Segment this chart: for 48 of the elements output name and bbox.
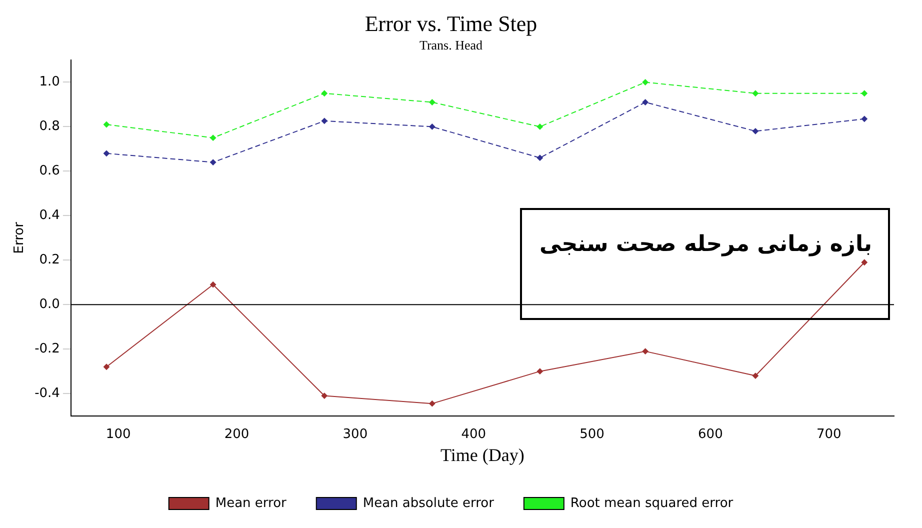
y-tick-label: -0.4	[34, 386, 60, 401]
point	[752, 128, 758, 134]
x-tick-label: 400	[461, 426, 486, 442]
x-tick-label: 200	[224, 426, 250, 442]
point	[429, 124, 436, 130]
point	[536, 154, 543, 161]
point	[642, 348, 648, 354]
y-tick-label: -0.2	[34, 341, 60, 356]
legend-label: Mean absolute error	[362, 496, 495, 511]
y-tick-label: 0.4	[39, 208, 60, 224]
point	[752, 372, 758, 379]
x-tick-label: 600	[698, 426, 723, 442]
point	[642, 79, 648, 86]
point	[321, 392, 328, 399]
point	[429, 400, 436, 407]
point	[103, 121, 110, 128]
point	[103, 150, 110, 156]
y-tick-label: 0.2	[39, 252, 60, 268]
annotation: بازه زمانی مرحله صحت سنجی	[540, 232, 872, 257]
point	[861, 90, 868, 96]
point	[321, 118, 328, 124]
point	[429, 99, 436, 106]
point	[861, 259, 868, 266]
x-tick-label: 700	[816, 426, 842, 442]
x-tick-label: 300	[342, 426, 368, 442]
point	[210, 159, 216, 166]
x-tick-label: 100	[106, 426, 131, 442]
y-axis-title: Error	[12, 221, 28, 254]
legend-label: Root mean squared error	[570, 496, 734, 511]
chart-title: Error vs. Time Step	[364, 10, 538, 36]
point	[210, 134, 216, 141]
point	[642, 99, 648, 106]
y-tick-label: 0.8	[39, 119, 60, 134]
y-tick-label: 1.0	[39, 74, 60, 90]
legend-label: Mean error	[215, 496, 288, 511]
point	[752, 90, 758, 96]
text-frame: بازه زمانی مرحله صحت سنجی	[520, 208, 890, 320]
x-axis-title: Time (Day)	[440, 444, 524, 465]
y-tick-label: 0.6	[39, 164, 60, 179]
point	[861, 116, 868, 122]
point	[536, 124, 543, 130]
x-tick-label: 500	[580, 426, 604, 442]
chart-subtitle: Trans. Head	[419, 38, 484, 53]
point	[210, 282, 216, 288]
point	[536, 368, 543, 374]
point	[321, 90, 328, 96]
y-tick-label: 0.0	[39, 296, 60, 312]
point	[103, 364, 110, 370]
